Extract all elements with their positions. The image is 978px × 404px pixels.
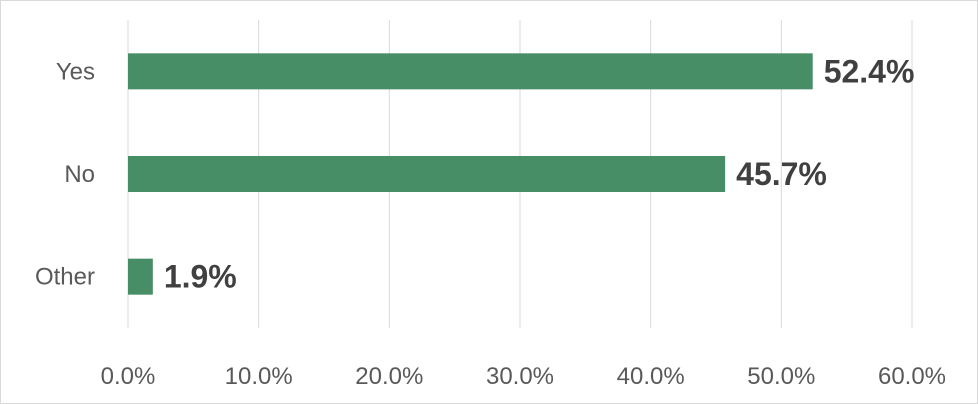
bar-other [128,258,153,295]
x-tick-label: 60.0% [878,363,946,390]
x-tick-label: 40.0% [617,363,685,390]
x-tick-label: 30.0% [486,363,554,390]
bars [128,53,813,295]
data-label: 52.4% [824,53,915,89]
category-label: Other [35,264,95,291]
bar-yes [128,53,813,90]
x-axis-tick-labels: 0.0% 10.0% 20.0% 30.0% 40.0% 50.0% 60.0% [101,363,946,390]
category-label: Yes [56,58,95,85]
data-label: 45.7% [736,156,827,192]
x-tick-label: 10.0% [225,363,293,390]
bar-no [128,156,726,192]
x-tick-label: 0.0% [101,363,156,390]
data-label: 1.9% [164,259,237,295]
x-tick-label: 20.0% [355,363,423,390]
data-labels: 52.4% 45.7% 1.9% [164,53,915,294]
category-label: No [64,161,95,188]
x-tick-label: 50.0% [747,363,815,390]
category-labels: Yes No Other [35,58,95,290]
